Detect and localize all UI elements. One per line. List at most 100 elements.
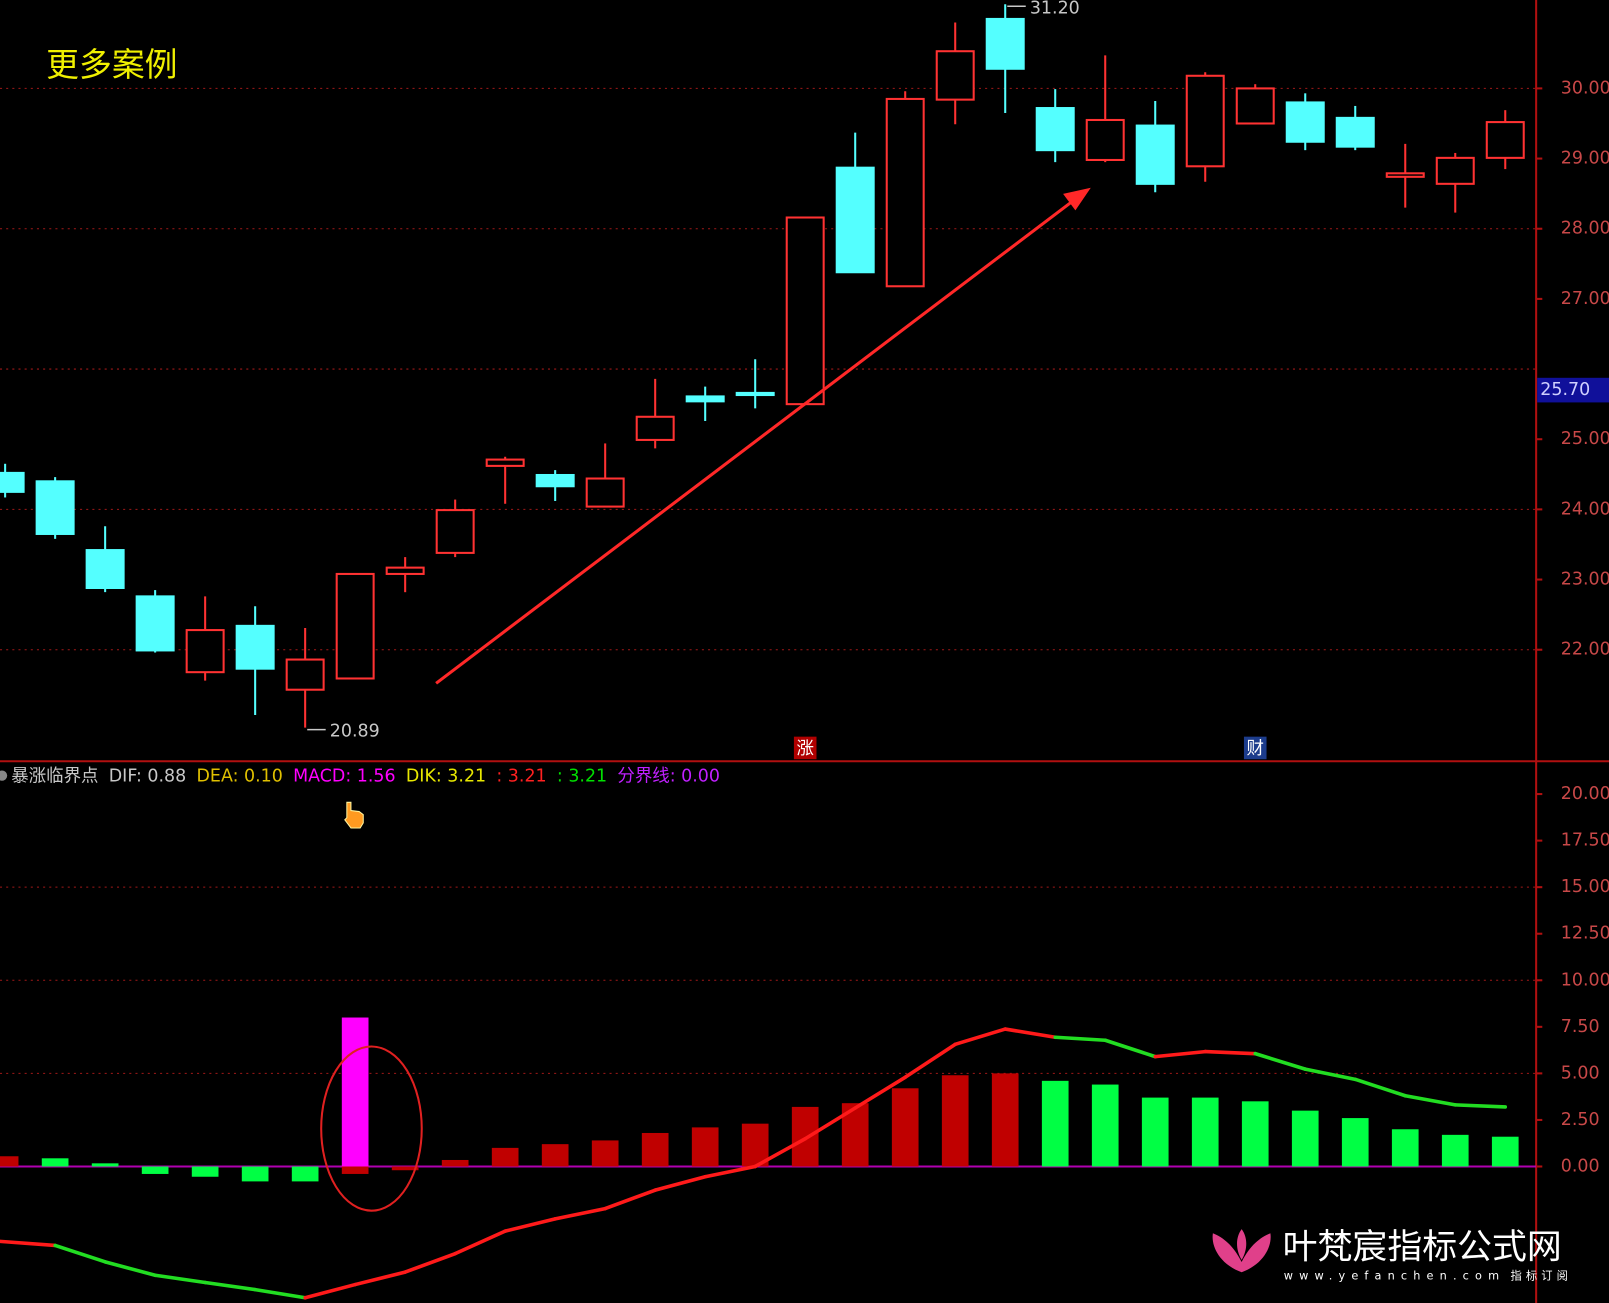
y-tick-label: 27.00 — [1561, 289, 1609, 309]
histogram-bar — [591, 1140, 619, 1167]
histogram-bar — [0, 1156, 19, 1167]
annotation-label: 20.89 — [330, 722, 380, 742]
legend-dot — [0, 770, 8, 781]
legend-item: MACD: 1.56 — [293, 767, 396, 787]
candle-body — [735, 391, 775, 397]
dif-line-segment — [453, 1229, 507, 1256]
candle-body — [885, 97, 925, 288]
dif-line-segment — [1403, 1093, 1458, 1107]
dif-line-segment — [253, 1287, 307, 1300]
histogram-bar — [441, 1159, 469, 1167]
dif-line-segment — [1353, 1077, 1408, 1098]
current-price-label: 25.70 — [1540, 380, 1590, 400]
dif-line-segment — [503, 1217, 557, 1233]
candle-body — [0, 471, 25, 493]
dif-line-segment — [53, 1243, 107, 1264]
dif-line-segment — [603, 1188, 657, 1211]
histogram-bar — [391, 1166, 419, 1171]
y-tick-label: 25.00 — [1561, 429, 1609, 449]
dif-line-segment — [853, 1075, 908, 1110]
legend-item: 暴涨临界点 — [11, 767, 98, 787]
candle-body — [385, 566, 425, 575]
arrow-head — [1063, 187, 1091, 211]
candle-body — [485, 458, 525, 467]
histogram-bar — [1191, 1097, 1219, 1167]
histogram-bar — [241, 1166, 269, 1182]
candle-body — [685, 395, 725, 403]
candle-body — [1035, 107, 1075, 152]
dif-line-segment — [1203, 1049, 1258, 1056]
dif-line-segment — [203, 1280, 257, 1292]
watermark-tag: 指标订阅 — [1510, 1268, 1571, 1282]
dif-line-segment — [1453, 1103, 1508, 1109]
candle-body — [185, 629, 225, 674]
histogram-bar — [1441, 1134, 1469, 1167]
candle-body — [1385, 172, 1425, 178]
candle-body — [235, 624, 275, 670]
legend-item: : 3.21 — [557, 767, 607, 787]
histogram-bar — [891, 1088, 919, 1167]
dif-line-segment — [953, 1027, 1008, 1047]
candle-body — [1185, 74, 1225, 168]
dif-line-segment — [353, 1270, 407, 1287]
legend-item: : 3.21 — [496, 767, 546, 787]
histogram-bar — [1041, 1080, 1069, 1167]
marker-box — [1243, 736, 1267, 760]
histogram-bar — [1491, 1136, 1519, 1167]
y-tick-label: 24.00 — [1561, 499, 1609, 519]
dif-line-segment — [1303, 1067, 1358, 1082]
histogram-bar — [341, 1166, 369, 1174]
current-price-box — [1537, 377, 1609, 403]
y-tick-label: 28.00 — [1561, 219, 1609, 239]
histogram-bar — [1141, 1097, 1169, 1167]
y-tick-label: 23.00 — [1561, 570, 1609, 590]
candle-body — [1485, 121, 1525, 159]
cursor-icon — [344, 801, 364, 829]
histogram-bar — [91, 1163, 119, 1167]
dif-line-segment — [153, 1273, 207, 1285]
legend-item: DEA: 0.10 — [197, 767, 283, 787]
dif-line-segment — [403, 1251, 457, 1274]
dif-line-segment — [753, 1136, 807, 1169]
histogram-bar — [1341, 1118, 1369, 1167]
dif-line-segment — [1153, 1049, 1208, 1059]
y-tick-label: 20.00 — [1561, 784, 1609, 804]
dif-line-segment — [653, 1174, 707, 1192]
histogram-bar — [991, 1073, 1019, 1167]
dif-line-segment — [703, 1164, 757, 1179]
legend-item: 分界线: 0.00 — [617, 767, 720, 787]
histogram-bar — [141, 1166, 169, 1174]
candle-body — [335, 572, 375, 680]
dif-line-segment — [803, 1106, 857, 1141]
marker-label: 财 — [1247, 739, 1264, 759]
candle-body — [1085, 118, 1125, 162]
dif-line-segment — [553, 1206, 607, 1221]
trend-arrow — [435, 187, 1091, 685]
watermark: 叶梵宸指标公式网 www.yefanchen.com 指标订阅 — [1212, 1228, 1571, 1282]
dif-line-segment — [303, 1282, 357, 1300]
watermark-logo — [1212, 1229, 1271, 1273]
y-tick-label: 12.50 — [1561, 924, 1609, 944]
y-tick-label: 17.50 — [1561, 831, 1609, 851]
candle-body — [85, 549, 125, 590]
legend-item: DIK: 3.21 — [406, 767, 486, 787]
histogram-bar — [491, 1147, 519, 1167]
histogram-bar — [191, 1166, 219, 1177]
histogram-bar — [41, 1158, 69, 1167]
histogram-bar — [1091, 1084, 1119, 1167]
legend-item: DIF: 0.88 — [109, 767, 187, 787]
candle-body — [1335, 116, 1375, 148]
candle-body — [935, 50, 975, 101]
marker-label: 涨 — [796, 739, 813, 759]
candle-body — [135, 595, 175, 652]
candle-body — [585, 477, 625, 508]
watermark-url: www.yefanchen.com — [1284, 1269, 1506, 1282]
dif-line-segment — [1053, 1035, 1108, 1043]
arrow-line — [435, 197, 1077, 685]
y-tick-label: 22.00 — [1561, 640, 1609, 660]
y-tick-label: 2.50 — [1561, 1110, 1600, 1130]
highlight-circle — [320, 1045, 423, 1212]
